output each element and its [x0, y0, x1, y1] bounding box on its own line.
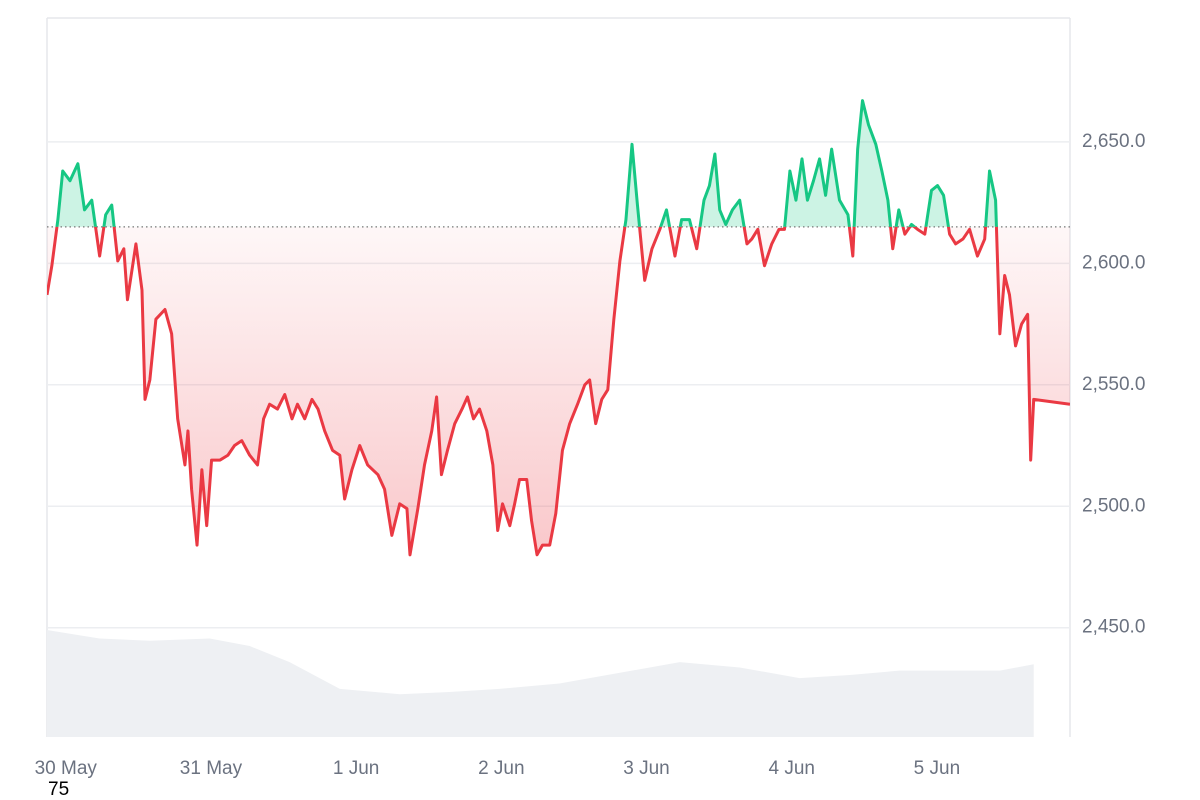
- price-line-down: [47, 226, 1070, 557]
- y-tick-label: 2,450.0: [1082, 617, 1145, 638]
- y-tick-label: 2,500.0: [1082, 495, 1145, 516]
- x-tick-label: 3 Jun: [623, 758, 669, 779]
- annotation: 75: [48, 779, 69, 800]
- volume-area: [47, 630, 1034, 737]
- y-tick-label: 2,550.0: [1082, 374, 1145, 395]
- y-tick-label: 2,600.0: [1082, 252, 1145, 273]
- x-tick-label: 30 May: [35, 758, 98, 779]
- x-tick-label: 1 Jun: [333, 758, 379, 779]
- x-tick-label: 31 May: [180, 758, 243, 779]
- x-tick-label: 4 Jun: [768, 758, 814, 779]
- x-tick-label: 5 Jun: [914, 758, 960, 779]
- area-down: [47, 226, 1070, 555]
- x-tick-label: 2 Jun: [478, 758, 524, 779]
- price-line-up: [55, 99, 998, 227]
- y-tick-label: 2,650.0: [1082, 131, 1145, 152]
